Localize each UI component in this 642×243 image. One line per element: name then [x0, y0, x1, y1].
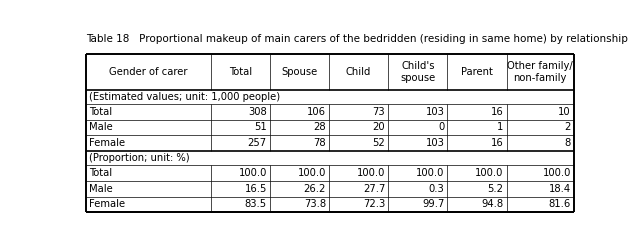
Text: 0: 0	[438, 122, 444, 132]
Text: 20: 20	[372, 122, 385, 132]
Text: Other family/
non-family: Other family/ non-family	[507, 61, 573, 83]
Text: (Proportion; unit: %): (Proportion; unit: %)	[89, 153, 190, 163]
Text: 73: 73	[372, 107, 385, 117]
Text: 16: 16	[491, 138, 503, 148]
Text: Table 18   Proportional makeup of main carers of the bedridden (residing in same: Table 18 Proportional makeup of main car…	[86, 34, 628, 44]
Text: Total: Total	[229, 67, 252, 77]
Text: Child: Child	[346, 67, 371, 77]
Text: 52: 52	[372, 138, 385, 148]
Text: 5.2: 5.2	[487, 184, 503, 194]
Text: 83.5: 83.5	[245, 199, 267, 209]
Text: Gender of carer: Gender of carer	[109, 67, 187, 77]
Text: 106: 106	[307, 107, 326, 117]
Text: Total: Total	[89, 168, 112, 178]
Text: 100.0: 100.0	[542, 168, 571, 178]
Text: 99.7: 99.7	[422, 199, 444, 209]
Text: 103: 103	[426, 107, 444, 117]
Text: 308: 308	[248, 107, 267, 117]
Text: Child's
spouse: Child's spouse	[400, 61, 435, 83]
Text: Total: Total	[89, 107, 112, 117]
Text: 78: 78	[313, 138, 326, 148]
Text: 8: 8	[564, 138, 571, 148]
Text: 18.4: 18.4	[549, 184, 571, 194]
Text: 100.0: 100.0	[475, 168, 503, 178]
Text: 72.3: 72.3	[363, 199, 385, 209]
Text: 26.2: 26.2	[304, 184, 326, 194]
Text: 16: 16	[491, 107, 503, 117]
Text: Male: Male	[89, 122, 113, 132]
Text: 73.8: 73.8	[304, 199, 326, 209]
Text: 27.7: 27.7	[363, 184, 385, 194]
Text: 100.0: 100.0	[416, 168, 444, 178]
Text: 257: 257	[248, 138, 267, 148]
Text: 94.8: 94.8	[482, 199, 503, 209]
Text: 1: 1	[497, 122, 503, 132]
Text: 51: 51	[254, 122, 267, 132]
Text: 100.0: 100.0	[298, 168, 326, 178]
Text: Spouse: Spouse	[281, 67, 318, 77]
Text: 103: 103	[426, 138, 444, 148]
Text: 100.0: 100.0	[357, 168, 385, 178]
Text: 0.3: 0.3	[429, 184, 444, 194]
Text: (Estimated values; unit: 1,000 people): (Estimated values; unit: 1,000 people)	[89, 92, 281, 102]
Text: Female: Female	[89, 199, 125, 209]
Text: 10: 10	[558, 107, 571, 117]
Text: 28: 28	[313, 122, 326, 132]
Text: Parent: Parent	[461, 67, 493, 77]
Text: 81.6: 81.6	[548, 199, 571, 209]
Text: Male: Male	[89, 184, 113, 194]
Text: 2: 2	[564, 122, 571, 132]
Text: 16.5: 16.5	[245, 184, 267, 194]
Text: 100.0: 100.0	[238, 168, 267, 178]
Text: Female: Female	[89, 138, 125, 148]
